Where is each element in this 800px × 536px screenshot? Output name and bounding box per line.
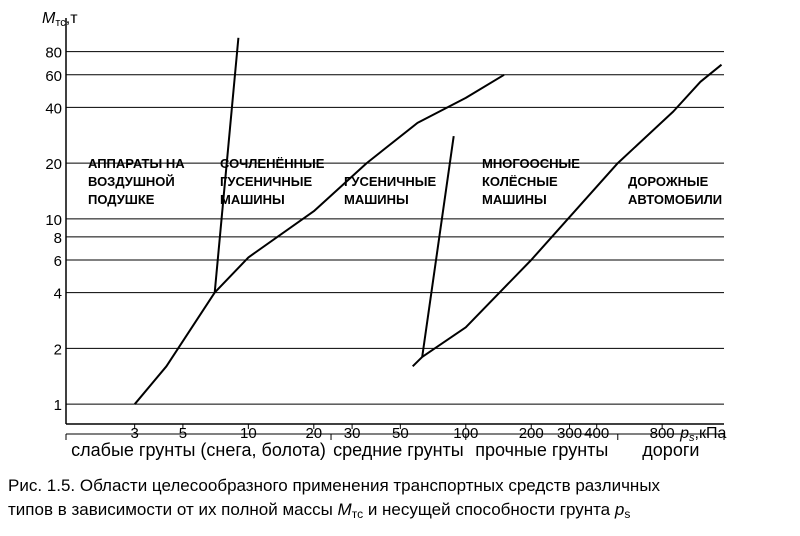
region-label-tracked: ГУСЕНИЧНЫЕ [344,174,436,189]
y-tick-label: 2 [54,341,62,358]
y-tick-label: 6 [54,253,62,270]
y-tick-label: 4 [54,286,62,303]
caption-pressure-subscript: s [624,507,631,521]
chart: 124681020406080Mтс,т35102030501002003004… [42,10,727,460]
region-label-road: ДОРОЖНЫЕ [628,174,709,189]
tracked-wheeled-boundary [421,135,455,358]
region-label-hovercraft: ПОДУШКЕ [88,192,155,207]
figure-caption: Рис. 1.5. Области целесообразного примен… [8,474,798,526]
region-label-articulated: МАШИНЫ [220,192,285,207]
region-label-road: АВТОМОБИЛИ [628,192,722,207]
y-axis-label: Mтс,т [42,10,78,29]
y-tick-label: 1 [54,397,62,414]
region-label-tracked: МАШИНЫ [344,192,409,207]
caption-pressure-symbol: p [614,500,625,519]
y-tick-label: 10 [45,212,62,229]
y-tick-label: 40 [45,100,62,117]
region-label-articulated: СОЧЛЕНЁННЫЕ [220,156,325,171]
region-label-hovercraft: АППАРАТЫ НА [88,156,185,171]
caption-text-a: типов в зависимости от их полной массы [8,500,338,519]
y-tick-label: 20 [45,156,62,173]
soil-category-label: средние грунты [333,440,464,460]
wheeled-road-boundary [411,63,723,368]
caption-mass-subscript: тс [351,507,364,521]
region-label-multiaxle: МАШИНЫ [482,192,547,207]
caption-line-2: типов в зависимости от их полной массы M… [8,498,798,526]
region-label-multiaxle: МНОГООСНЫЕ [482,156,580,171]
region-label-multiaxle: КОЛЁСНЫЕ [482,174,558,189]
soil-category-label: прочные грунты [475,440,608,460]
main-boundary [133,73,505,405]
soil-category-label: слабые грунты (снега, болота) [71,440,326,460]
hovercraft-tracked-boundary [213,37,240,293]
soil-category-label: дороги [642,440,699,460]
region-label-hovercraft: ВОЗДУШНОЙ [88,174,175,189]
caption-line-1: Рис. 1.5. Области целесообразного примен… [8,476,661,495]
y-tick-label: 60 [45,68,62,85]
y-tick-label: 8 [54,230,62,247]
caption-text-b: и несущей способности грунта [363,500,615,519]
region-label-articulated: ГУСЕНИЧНЫЕ [220,174,312,189]
caption-mass-symbol: M [337,500,352,519]
y-tick-label: 80 [45,45,62,62]
